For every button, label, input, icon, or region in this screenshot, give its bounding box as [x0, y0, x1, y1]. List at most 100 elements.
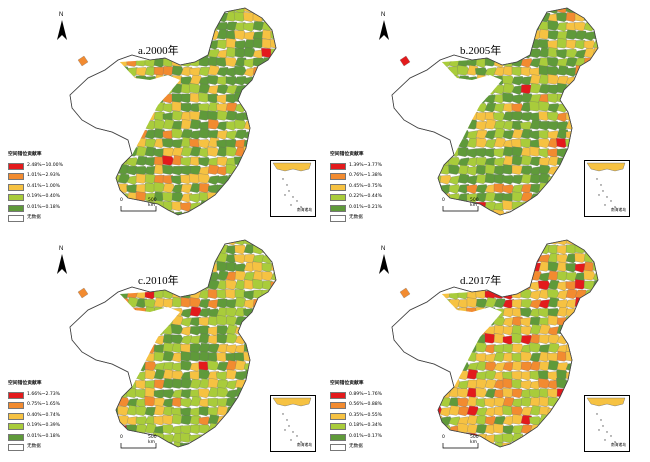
- region-cell: [189, 281, 203, 291]
- map-panel-2000: N a.2000年 空间错位贡献率 2.48%~10.00% 1.01%~2.9…: [0, 0, 320, 228]
- legend: 空间错位贡献率 0.89%~1.76% 0.56%~0.88% 0.35%~0.…: [330, 381, 382, 453]
- region-cell: [225, 415, 239, 426]
- region-cell: [252, 85, 266, 95]
- region-cell: [225, 201, 239, 212]
- china-map: [391, 239, 599, 448]
- region-cell: [116, 240, 122, 246]
- region-cell: [144, 261, 158, 272]
- region-cell: [439, 11, 453, 22]
- region-cell: [438, 148, 444, 158]
- region-cell: [261, 369, 275, 380]
- region-cell: [592, 137, 598, 148]
- region-cell: [243, 211, 257, 215]
- region-cell: [565, 432, 579, 443]
- region-cell: [511, 240, 525, 246]
- region-cell: [252, 325, 266, 335]
- region-cell: [180, 21, 194, 31]
- region-cell: [574, 378, 588, 389]
- region-cell: [189, 240, 203, 246]
- region-cell: [511, 261, 525, 272]
- region-cell: [261, 75, 275, 85]
- region-cell: [117, 379, 131, 390]
- region-cell: [180, 326, 194, 336]
- region-cell: [511, 8, 525, 13]
- region-cell: [475, 30, 489, 40]
- region-cell: [180, 40, 194, 50]
- region-cell: [529, 243, 543, 254]
- region-cell: [438, 389, 444, 399]
- region-cell: [252, 193, 266, 203]
- region-cell: [439, 253, 453, 263]
- region-cell: [556, 166, 570, 176]
- island-dot: [606, 196, 608, 198]
- island-dot: [610, 200, 612, 202]
- region-cell: [565, 155, 579, 166]
- region-cell: [135, 13, 149, 23]
- region-cell: [243, 173, 257, 184]
- region-cell: [252, 306, 266, 317]
- legend-item: 0.45%~0.75%: [330, 182, 382, 193]
- region-cell: [269, 289, 276, 299]
- island-dot: [282, 178, 284, 180]
- region-cell: [116, 263, 122, 273]
- region-cell: [252, 8, 266, 13]
- region-cell: [592, 11, 598, 22]
- map-panel-2005: N b.2005年 空间错位贡献率 1.39%~3.77% 0.76%~1.38…: [322, 0, 642, 228]
- region-cell: [261, 21, 275, 32]
- north-arrow: N: [377, 246, 391, 278]
- region-cell: [565, 380, 579, 390]
- region-cell: [493, 22, 507, 32]
- region-cell: [126, 244, 140, 254]
- region-cell: [171, 30, 185, 40]
- island-dot: [604, 439, 606, 441]
- region-cell: [270, 74, 276, 85]
- region-cell: [261, 334, 275, 344]
- region-cell: [511, 12, 525, 22]
- region-cell: [466, 130, 480, 140]
- region-cell: [135, 252, 149, 263]
- region-cell: [484, 21, 498, 31]
- region-cell: [484, 254, 498, 264]
- region-cell: [198, 11, 212, 22]
- map-panel-2010: N c.2010年 空间错位贡献率 1.66%~2.73% 0.75%~1.65…: [0, 232, 320, 460]
- region-cell: [198, 243, 212, 254]
- region-cell: [556, 424, 570, 435]
- region-cell: [574, 315, 588, 326]
- region-cell: [234, 211, 248, 215]
- island-dot: [290, 204, 292, 206]
- legend: 空间错位贡献率 1.39%~3.77% 0.76%~1.38% 0.45%~0.…: [330, 152, 382, 224]
- region-cell: [493, 261, 507, 272]
- region-cell: [583, 76, 597, 86]
- island-dot: [598, 194, 600, 196]
- region-cell: [438, 425, 444, 435]
- region-cell: [493, 244, 507, 254]
- region-cell: [439, 147, 453, 158]
- region-cell: [592, 335, 598, 345]
- region-cell: [457, 380, 471, 390]
- region-cell: [511, 280, 525, 291]
- region-cell: [242, 94, 257, 104]
- north-arrow: N: [55, 246, 69, 278]
- region-cell: [399, 55, 411, 67]
- region-cell: [198, 30, 212, 41]
- region-cell: [511, 19, 525, 31]
- region-cell: [252, 164, 266, 175]
- region-cell: [162, 245, 176, 255]
- region-cell: [592, 65, 598, 76]
- region-cell: [438, 139, 444, 149]
- legend: 空间错位贡献率 1.66%~2.73% 0.75%~1.65% 0.40%~0.…: [8, 381, 60, 453]
- region-cell: [466, 240, 480, 246]
- region-cell: [592, 21, 598, 31]
- scale-bar: 0 500 km: [120, 198, 160, 215]
- legend-title: 空间错位贡献率: [330, 381, 364, 386]
- region-cell: [216, 443, 230, 447]
- region-cell: [511, 210, 525, 215]
- region-cell: [565, 92, 579, 103]
- region-cell: [438, 240, 444, 246]
- region-cell: [529, 13, 543, 23]
- region-cell: [475, 8, 489, 13]
- region-cell: [270, 271, 276, 282]
- region-cell: [180, 272, 194, 282]
- region-cell: [466, 175, 480, 185]
- region-cell: [261, 102, 275, 112]
